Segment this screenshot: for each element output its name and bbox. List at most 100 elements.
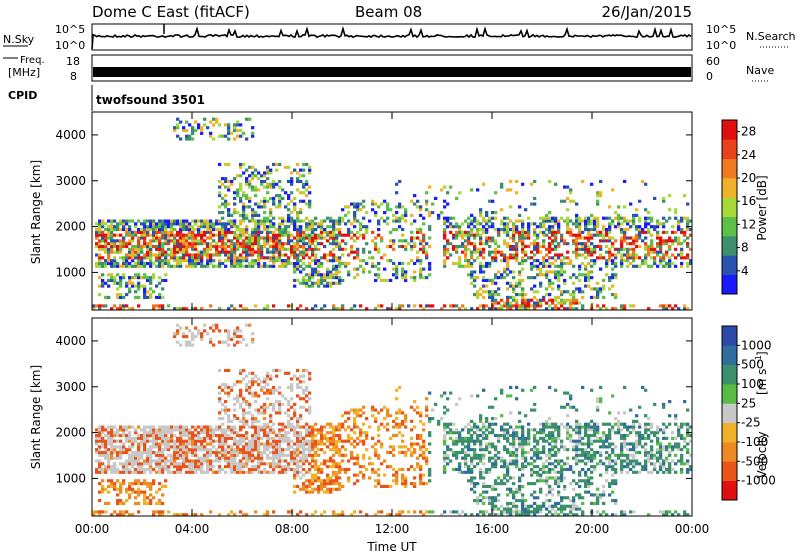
- heatmap-cell: [98, 225, 101, 228]
- heatmap-cell: [527, 225, 530, 228]
- heatmap-cell: [473, 219, 476, 222]
- heatmap-cell: [116, 468, 119, 471]
- heatmap-cell: [314, 451, 317, 454]
- heatmap-cell: [137, 253, 140, 256]
- heatmap-cell: [107, 273, 110, 276]
- heatmap-cell: [413, 485, 416, 488]
- heatmap-cell: [143, 428, 146, 431]
- heatmap-cell: [623, 234, 626, 237]
- heatmap-cell: [428, 471, 431, 474]
- heatmap-cell: [392, 425, 395, 428]
- heatmap-cell: [167, 459, 170, 462]
- heatmap-cell: [542, 273, 545, 276]
- heatmap-cell: [116, 239, 119, 242]
- heatmap-cell: [146, 482, 149, 485]
- heatmap-cell: [635, 245, 638, 248]
- heatmap-cell: [260, 386, 263, 389]
- heatmap-cell: [572, 239, 575, 242]
- heatmap-cell: [299, 174, 302, 177]
- heatmap-cell: [101, 225, 104, 228]
- heatmap-cell: [320, 279, 323, 282]
- heatmap-cell: [233, 454, 236, 457]
- heatmap-cell: [380, 442, 383, 445]
- heatmap-cell: [221, 248, 224, 251]
- heatmap-cell: [395, 411, 398, 414]
- heatmap-cell: [596, 203, 599, 206]
- heatmap-cell: [347, 425, 350, 428]
- heatmap-cell: [371, 203, 374, 206]
- heatmap-cell: [299, 457, 302, 460]
- heatmap-cell: [146, 234, 149, 237]
- heatmap-cell: [383, 268, 386, 271]
- heatmap-cell: [107, 431, 110, 434]
- heatmap-cell: [377, 474, 380, 477]
- heatmap-cell: [194, 425, 197, 428]
- heatmap-cell: [137, 242, 140, 245]
- heatmap-cell: [233, 428, 236, 431]
- heatmap-cell: [341, 468, 344, 471]
- heatmap-cell: [584, 248, 587, 251]
- heatmap-cell: [200, 265, 203, 268]
- heatmap-cell: [530, 268, 533, 271]
- heatmap-cell: [149, 239, 152, 242]
- heatmap-cell: [191, 338, 194, 341]
- heatmap-cell: [179, 471, 182, 474]
- heatmap-cell: [182, 442, 185, 445]
- heatmap-cell: [410, 248, 413, 251]
- heatmap-cell: [401, 273, 404, 276]
- heatmap-cell: [326, 259, 329, 262]
- heatmap-cell: [374, 409, 377, 412]
- heatmap-cell: [443, 468, 446, 471]
- heatmap-cell: [482, 219, 485, 222]
- heatmap-cell: [182, 225, 185, 228]
- heatmap-cell: [152, 451, 155, 454]
- heatmap-cell: [377, 251, 380, 254]
- heatmap-cell: [455, 225, 458, 228]
- heatmap-cell: [245, 400, 248, 403]
- heatmap-cell: [209, 248, 212, 251]
- heatmap-cell: [218, 163, 221, 166]
- heatmap-cell: [182, 465, 185, 468]
- heatmap-cell: [461, 437, 464, 440]
- heatmap-cell: [251, 468, 254, 471]
- heatmap-cell: [281, 434, 284, 437]
- heatmap-cell: [125, 219, 128, 222]
- heatmap-cell: [230, 431, 233, 434]
- heatmap-cell: [125, 222, 128, 225]
- heatmap-cell: [140, 259, 143, 262]
- heatmap-cell: [455, 262, 458, 265]
- heatmap-cell: [266, 236, 269, 239]
- heatmap-cell: [548, 293, 551, 296]
- heatmap-cell: [188, 442, 191, 445]
- heatmap-cell: [413, 236, 416, 239]
- heatmap-cell: [224, 251, 227, 254]
- heatmap-cell: [566, 231, 569, 234]
- heatmap-cell: [293, 491, 296, 494]
- heatmap-cell: [251, 417, 254, 420]
- heatmap-cell: [227, 186, 230, 189]
- heatmap-cell: [362, 454, 365, 457]
- heatmap-cell: [260, 428, 263, 431]
- heatmap-cell: [257, 256, 260, 259]
- colorbar-tick-label: 20: [741, 171, 756, 185]
- heatmap-cell: [557, 253, 560, 256]
- heatmap-cell: [155, 440, 158, 443]
- heatmap-cell: [164, 437, 167, 440]
- heatmap-cell: [587, 253, 590, 256]
- heatmap-cell: [293, 279, 296, 282]
- heatmap-cell: [236, 329, 239, 332]
- heatmap-cell: [470, 222, 473, 225]
- heatmap-cell: [341, 262, 344, 265]
- heatmap-cell: [536, 268, 539, 271]
- heatmap-cell: [302, 462, 305, 465]
- heatmap-cell: [254, 242, 257, 245]
- heatmap-cell: [125, 234, 128, 237]
- heatmap-cell: [419, 208, 422, 211]
- heatmap-cell: [545, 217, 548, 220]
- heatmap-cell: [290, 262, 293, 265]
- heatmap-cell: [476, 290, 479, 293]
- heatmap-cell: [302, 234, 305, 237]
- heatmap-cell: [419, 242, 422, 245]
- heatmap-cell: [608, 217, 611, 220]
- heatmap-cell: [281, 448, 284, 451]
